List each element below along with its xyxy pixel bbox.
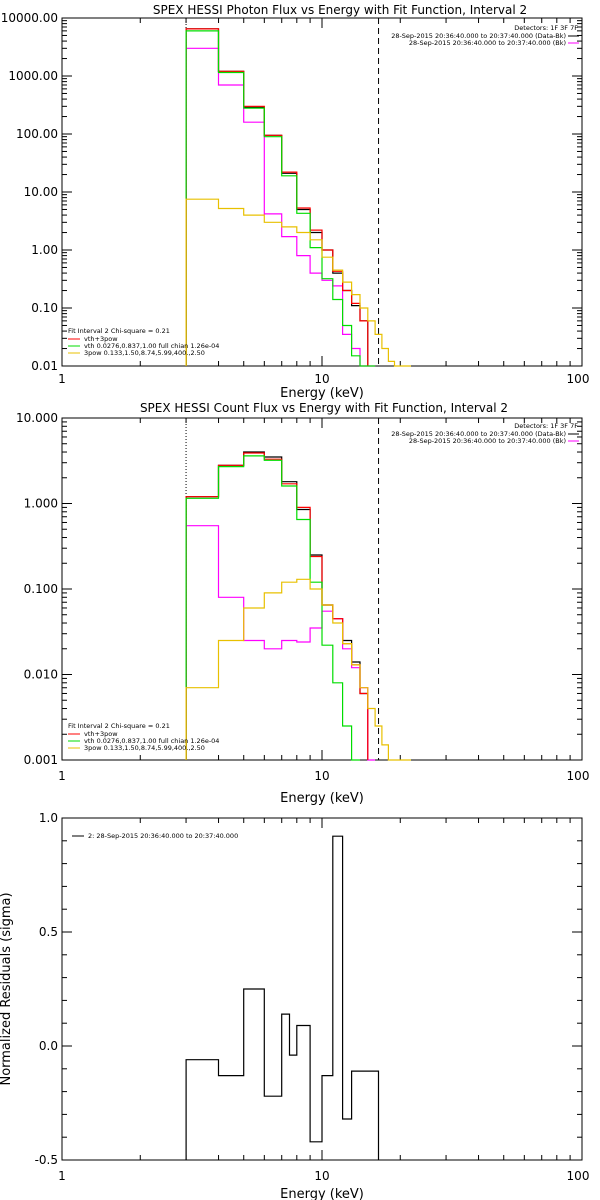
panel1-info-bk: 28-Sep-2015 20:36:40.000 to 20:37:40.000…: [409, 39, 566, 47]
series-bk: [185, 525, 376, 761]
panel1-legend-3pow: 3pow 0.133,1.50,8.74,5.99,400.,2.50: [84, 349, 205, 357]
panel3-x-label: Energy (keV): [280, 1187, 364, 1200]
panel1-ticks: [62, 17, 582, 367]
series-vth: [185, 455, 360, 761]
panel2-legend-fit: Fit Interval 2 Chi-square = 0.21: [68, 722, 170, 730]
panel2-y-tick-labels: 0.001 0.010 0.100 1.000 10.000: [16, 411, 58, 767]
panel2-info-data: 28-Sep-2015 20:36:40.000 to 20:37:40.000…: [391, 430, 566, 438]
y-tick-label: 0.0: [39, 1039, 58, 1053]
residuals-panel: -0.5 0.0 0.5 1.0 1 10 100 Energy (keV) Norm…: [0, 811, 589, 1200]
panel1-legend-fit: Fit Interval 2 Chi-square = 0.21: [68, 327, 170, 335]
panel1-legend-vth: vth 0.0276,0.837,1.00 full chian 1.26e-0…: [84, 342, 219, 350]
panel1-title: SPEX HESSI Photon Flux vs Energy with Fi…: [153, 3, 527, 17]
series-2-28-sep-2015-20-36-40-000-to-20-37-40-000: [185, 835, 380, 1160]
y-tick-label: 0.010: [24, 668, 58, 682]
y-tick-label: 10.000: [16, 411, 58, 425]
y-tick-label: 0.10: [31, 301, 58, 315]
count-flux-panel: SPEX HESSI Count Flux vs Energy with Fit…: [16, 401, 589, 806]
y-tick-label: -0.5: [35, 1153, 58, 1167]
panel2-legend-total: vth+3pow: [84, 730, 118, 738]
y-tick-label: 10.00: [24, 185, 58, 199]
panel2-series: [185, 451, 411, 761]
panel1-info-data: 28-Sep-2015 20:36:40.000 to 20:37:40.000…: [391, 32, 566, 40]
series-vth-3pow: [185, 28, 369, 366]
panel1-x-label: Energy (keV): [280, 386, 364, 401]
y-tick-label: 0.01: [31, 359, 58, 373]
panel3-x-tick-10: 10: [314, 1169, 329, 1183]
panel1-x-tick-100: 100: [567, 372, 590, 386]
panel2-x-label: Energy (keV): [280, 791, 364, 806]
series-3pow: [185, 578, 411, 761]
panel2-x-tick-10: 10: [314, 769, 329, 783]
y-tick-label: 0.5: [39, 925, 58, 939]
panel1-series: [185, 28, 411, 367]
panel3-legend: 2: 28-Sep-2015 20:36:40.000 to 20:37:40.…: [88, 832, 238, 840]
series-vth-3pow: [185, 452, 369, 760]
series-bk: [185, 47, 376, 367]
y-tick-label: 1.0: [39, 811, 58, 825]
panel2-x-tick-1: 1: [58, 769, 66, 783]
photon-flux-panel: SPEX HESSI Photon Flux vs Energy with Fi…: [1, 3, 590, 401]
panel2-ticks: [62, 417, 582, 761]
panel1-x-tick-1: 1: [58, 372, 66, 386]
series-data-bk: [185, 28, 369, 366]
panel3-y-label: Normalized Residuals (sigma): [0, 892, 14, 1085]
panel2-legend-vth: vth 0.0276,0.837,1.00 full chian 1.26e-0…: [84, 737, 219, 745]
series-vth: [185, 30, 376, 367]
panel3-x-tick-100: 100: [567, 1169, 590, 1183]
panel1-x-tick-10: 10: [314, 372, 329, 386]
panel2-info-bk: 28-Sep-2015 20:36:40.000 to 20:37:40.000…: [409, 437, 566, 445]
y-tick-label: 1000.00: [8, 69, 58, 83]
panel3-x-tick-1: 1: [58, 1169, 66, 1183]
panel1-y-tick-labels: 0.01 0.10 1.00 10.00 100.00 1000.00 10000.00: [1, 11, 58, 373]
series-3pow: [185, 198, 411, 367]
y-tick-label: 1.000: [24, 497, 58, 511]
panel1-vlines: [185, 18, 380, 366]
panel3-y-tick-labels: -0.5 0.0 0.5 1.0: [35, 811, 58, 1167]
panel2-detectors: Detectors: 1F 3F 7F: [514, 422, 578, 430]
panel1-detectors: Detectors: 1F 3F 7F: [514, 24, 578, 32]
y-tick-label: 0.100: [24, 582, 58, 596]
panel2-x-tick-100: 100: [567, 769, 590, 783]
y-tick-label: 0.001: [24, 753, 58, 767]
y-tick-label: 100.00: [16, 127, 58, 141]
panel2-legend-3pow: 3pow 0.133,1.50,8.74,5.99,400.,2.50: [84, 744, 205, 752]
panel1-frame: [61, 17, 583, 367]
y-tick-label: 10000.00: [1, 11, 58, 25]
panel1-legend-total: vth+3pow: [84, 335, 118, 343]
panel3-series: [185, 835, 380, 1160]
panel2-title: SPEX HESSI Count Flux vs Energy with Fit…: [140, 401, 508, 415]
y-tick-label: 1.00: [31, 243, 58, 257]
